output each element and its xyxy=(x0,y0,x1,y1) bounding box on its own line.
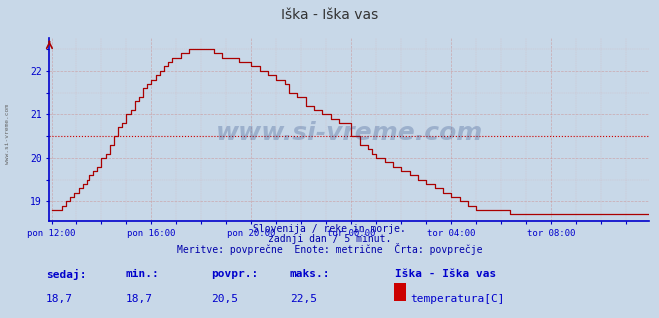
Text: temperatura[C]: temperatura[C] xyxy=(411,294,505,304)
Text: Iška - Iška vas: Iška - Iška vas xyxy=(395,269,497,279)
Text: povpr.:: povpr.: xyxy=(211,269,258,279)
Text: Meritve: povprečne  Enote: metrične  Črta: povprečje: Meritve: povprečne Enote: metrične Črta:… xyxy=(177,243,482,255)
Text: 20,5: 20,5 xyxy=(211,294,238,304)
Text: Iška - Iška vas: Iška - Iška vas xyxy=(281,8,378,22)
Text: www.si-vreme.com: www.si-vreme.com xyxy=(5,104,11,163)
Text: www.si-vreme.com: www.si-vreme.com xyxy=(215,121,483,145)
Text: sedaj:: sedaj: xyxy=(46,269,86,280)
Text: Slovenija / reke in morje.: Slovenija / reke in morje. xyxy=(253,224,406,234)
Text: 18,7: 18,7 xyxy=(46,294,73,304)
Text: maks.:: maks.: xyxy=(290,269,330,279)
Text: 18,7: 18,7 xyxy=(125,294,152,304)
Text: min.:: min.: xyxy=(125,269,159,279)
Text: zadnji dan / 5 minut.: zadnji dan / 5 minut. xyxy=(268,234,391,244)
Text: 22,5: 22,5 xyxy=(290,294,317,304)
